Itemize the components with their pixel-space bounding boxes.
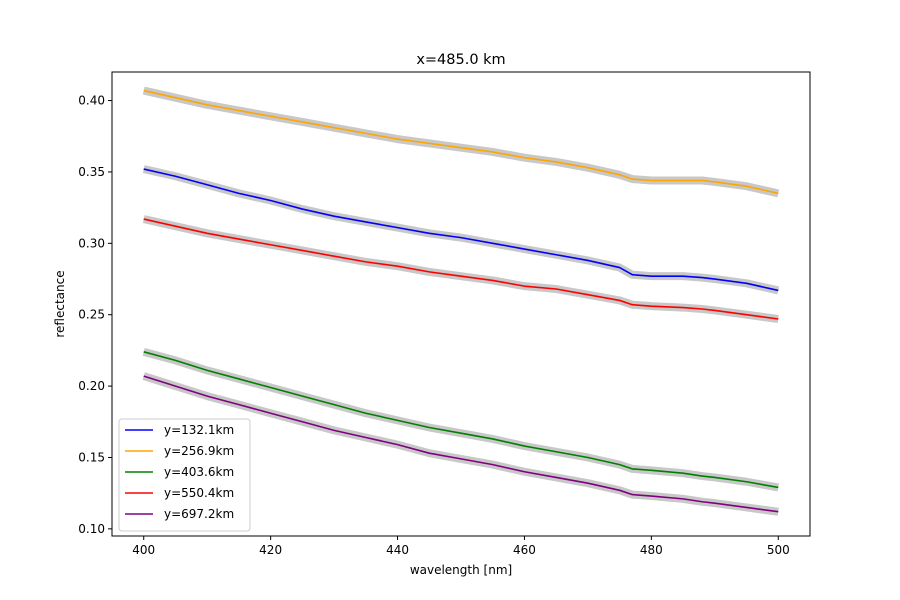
y-axis-label: reflectance	[53, 270, 67, 337]
legend-label-5: y=697.2km	[164, 507, 234, 521]
legend-label-4: y=550.4km	[164, 486, 234, 500]
x-tick-label: 440	[386, 543, 409, 557]
y-tick-label: 0.25	[78, 308, 105, 322]
y-axis: 0.10 0.15 0.20 0.25 0.30 0.35 0.40	[78, 94, 112, 536]
series-line-4	[143, 218, 779, 320]
series-line-2	[143, 89, 779, 195]
y-tick-label: 0.15	[78, 450, 105, 464]
x-tick-label: 500	[767, 543, 790, 557]
series-band-2	[142, 86, 780, 198]
x-tick-label: 460	[513, 543, 536, 557]
plot-frame	[111, 71, 811, 537]
legend-label-2: y=256.9km	[164, 444, 234, 458]
y-tick-label: 0.40	[78, 94, 105, 108]
series-lines	[143, 89, 779, 513]
legend-box	[118, 418, 251, 532]
legend-label-3: y=403.6km	[164, 465, 234, 479]
chart-title: x=485.0 km	[416, 52, 505, 68]
series-line-3	[143, 351, 779, 489]
series-line-5	[143, 375, 779, 513]
x-axis-label: wavelength [nm]	[410, 563, 512, 577]
x-axis: 400 420 440 460 480 500	[132, 536, 790, 557]
y-tick-label: 0.35	[78, 165, 105, 179]
y-tick-label: 0.10	[78, 522, 105, 536]
y-tick-label: 0.20	[78, 379, 105, 393]
x-tick-label: 400	[132, 543, 155, 557]
x-tick-label: 480	[640, 543, 663, 557]
legend: y=132.1km y=256.9km y=403.6km y=550.4km y=69…	[118, 418, 251, 532]
series-line-1	[143, 168, 779, 292]
x-tick-label: 420	[259, 543, 282, 557]
y-tick-label: 0.30	[78, 236, 105, 250]
legend-label-1: y=132.1km	[164, 423, 234, 437]
